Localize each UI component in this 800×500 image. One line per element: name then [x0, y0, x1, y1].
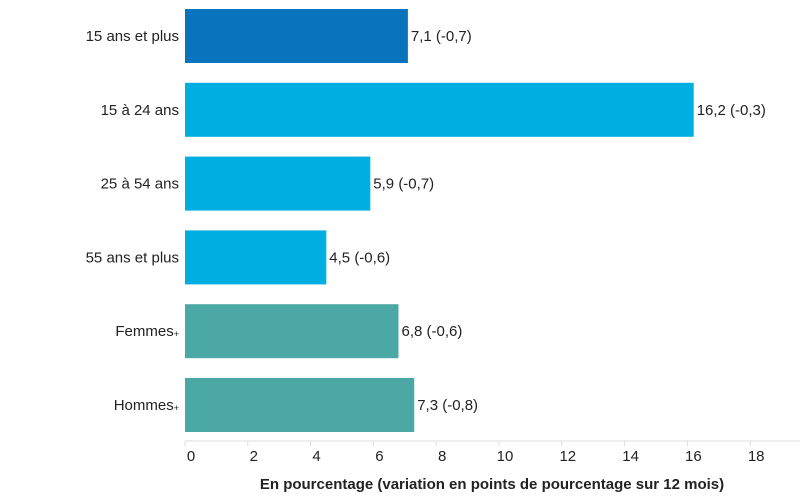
x-tick-label: 16	[685, 448, 702, 465]
value-label: 6,8 (-0,6)	[402, 323, 463, 340]
category-label: Femmes+	[115, 323, 179, 340]
bar	[185, 304, 399, 359]
value-label: 4,5 (-0,6)	[329, 249, 390, 266]
x-tick-label: 8	[438, 448, 446, 465]
value-label: 7,3 (-0,8)	[417, 397, 478, 414]
value-label: 16,2 (-0,3)	[697, 102, 766, 119]
bar	[185, 230, 327, 285]
x-tick-label: 14	[622, 448, 639, 465]
category-labels: 15 ans et plus 15 à 24 ans 25 à 54 ans 55 a…	[86, 28, 179, 414]
x-tick-label: 4	[312, 448, 320, 465]
x-tick-label: 2	[250, 448, 258, 465]
value-labels: 7,1 (-0,7) 16,2 (-0,3) 5,9 (-0,7) 4,5 (-0,6…	[329, 28, 766, 414]
bar	[185, 156, 371, 211]
value-label: 7,1 (-0,7)	[411, 28, 472, 45]
bars-layer	[185, 9, 694, 432]
category-label: Hommes+	[114, 397, 179, 414]
bar	[185, 82, 694, 137]
category-label: 55 ans et plus	[86, 249, 179, 266]
x-tick-label: 0	[187, 448, 195, 465]
value-label: 5,9 (-0,7)	[373, 176, 434, 193]
x-axis-ticks: 0 2 4 6 8 10 12 14 16 18	[184, 441, 765, 465]
x-tick-label: 10	[497, 448, 514, 465]
category-label: 25 à 54 ans	[101, 176, 179, 193]
x-tick-label: 12	[559, 448, 576, 465]
bar	[185, 9, 408, 63]
category-label: 15 à 24 ans	[101, 102, 179, 119]
bar	[185, 378, 415, 432]
category-label: 15 ans et plus	[86, 28, 179, 45]
x-axis-title: En pourcentage (variation en points de p…	[260, 476, 724, 493]
x-tick-label: 6	[375, 448, 383, 465]
x-tick-label: 18	[748, 448, 765, 465]
